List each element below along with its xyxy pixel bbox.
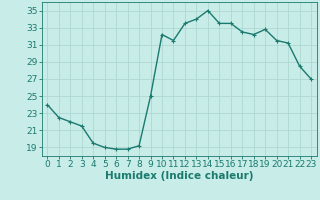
- X-axis label: Humidex (Indice chaleur): Humidex (Indice chaleur): [105, 171, 253, 181]
